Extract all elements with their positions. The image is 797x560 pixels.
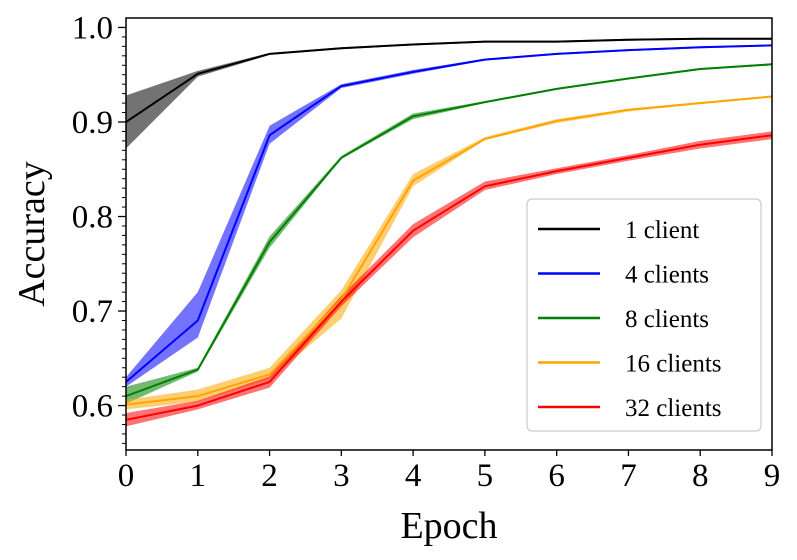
legend-box [526,198,762,432]
x-tick-label: 0 [118,458,135,494]
legend-label-1-client: 1 client [625,217,699,244]
x-axis-title: Epoch [400,505,497,547]
legend-label-4-clients: 4 clients [625,262,709,289]
x-tick-label: 6 [548,458,565,494]
x-tick-label: 8 [692,458,709,494]
legend-label-16-clients: 16 clients [625,351,722,378]
line-16-clients [125,95,773,406]
x-tick-label: 2 [261,458,278,494]
plot-frame [125,17,773,451]
y-tick-label: 1.0 [72,10,113,46]
y-axis-title: Accuracy [11,161,53,307]
x-tick-label: 3 [333,458,350,494]
legend-label-8-clients: 8 clients [625,306,709,333]
band-16-clients [126,95,772,410]
x-tick-label: 5 [477,458,494,494]
x-tick-label: 1 [190,458,207,494]
y-tick-label: 0.9 [72,105,113,141]
y-tick-label: 0.8 [72,200,113,236]
line-8-clients [125,63,773,398]
legend: 1 client 4 clients 8 clients 16 clients 32 c… [526,198,762,432]
line-1-client [125,37,772,123]
series-lines [125,37,773,421]
x-tick-label: 4 [405,458,422,494]
y-tick-label: 0.6 [72,389,113,425]
confidence-bands [126,37,772,427]
axis-ticks: 0 1 2 3 4 5 6 7 8 9 0.6 0.7 0.8 0.9 1.0 [72,10,781,494]
line-4-clients [125,44,773,383]
line-32-clients [125,134,773,421]
y-tick-label: 0.7 [72,294,113,330]
x-tick-label: 7 [620,458,637,494]
x-tick-label: 9 [764,458,781,494]
legend-label-32-clients: 32 clients [625,395,722,422]
